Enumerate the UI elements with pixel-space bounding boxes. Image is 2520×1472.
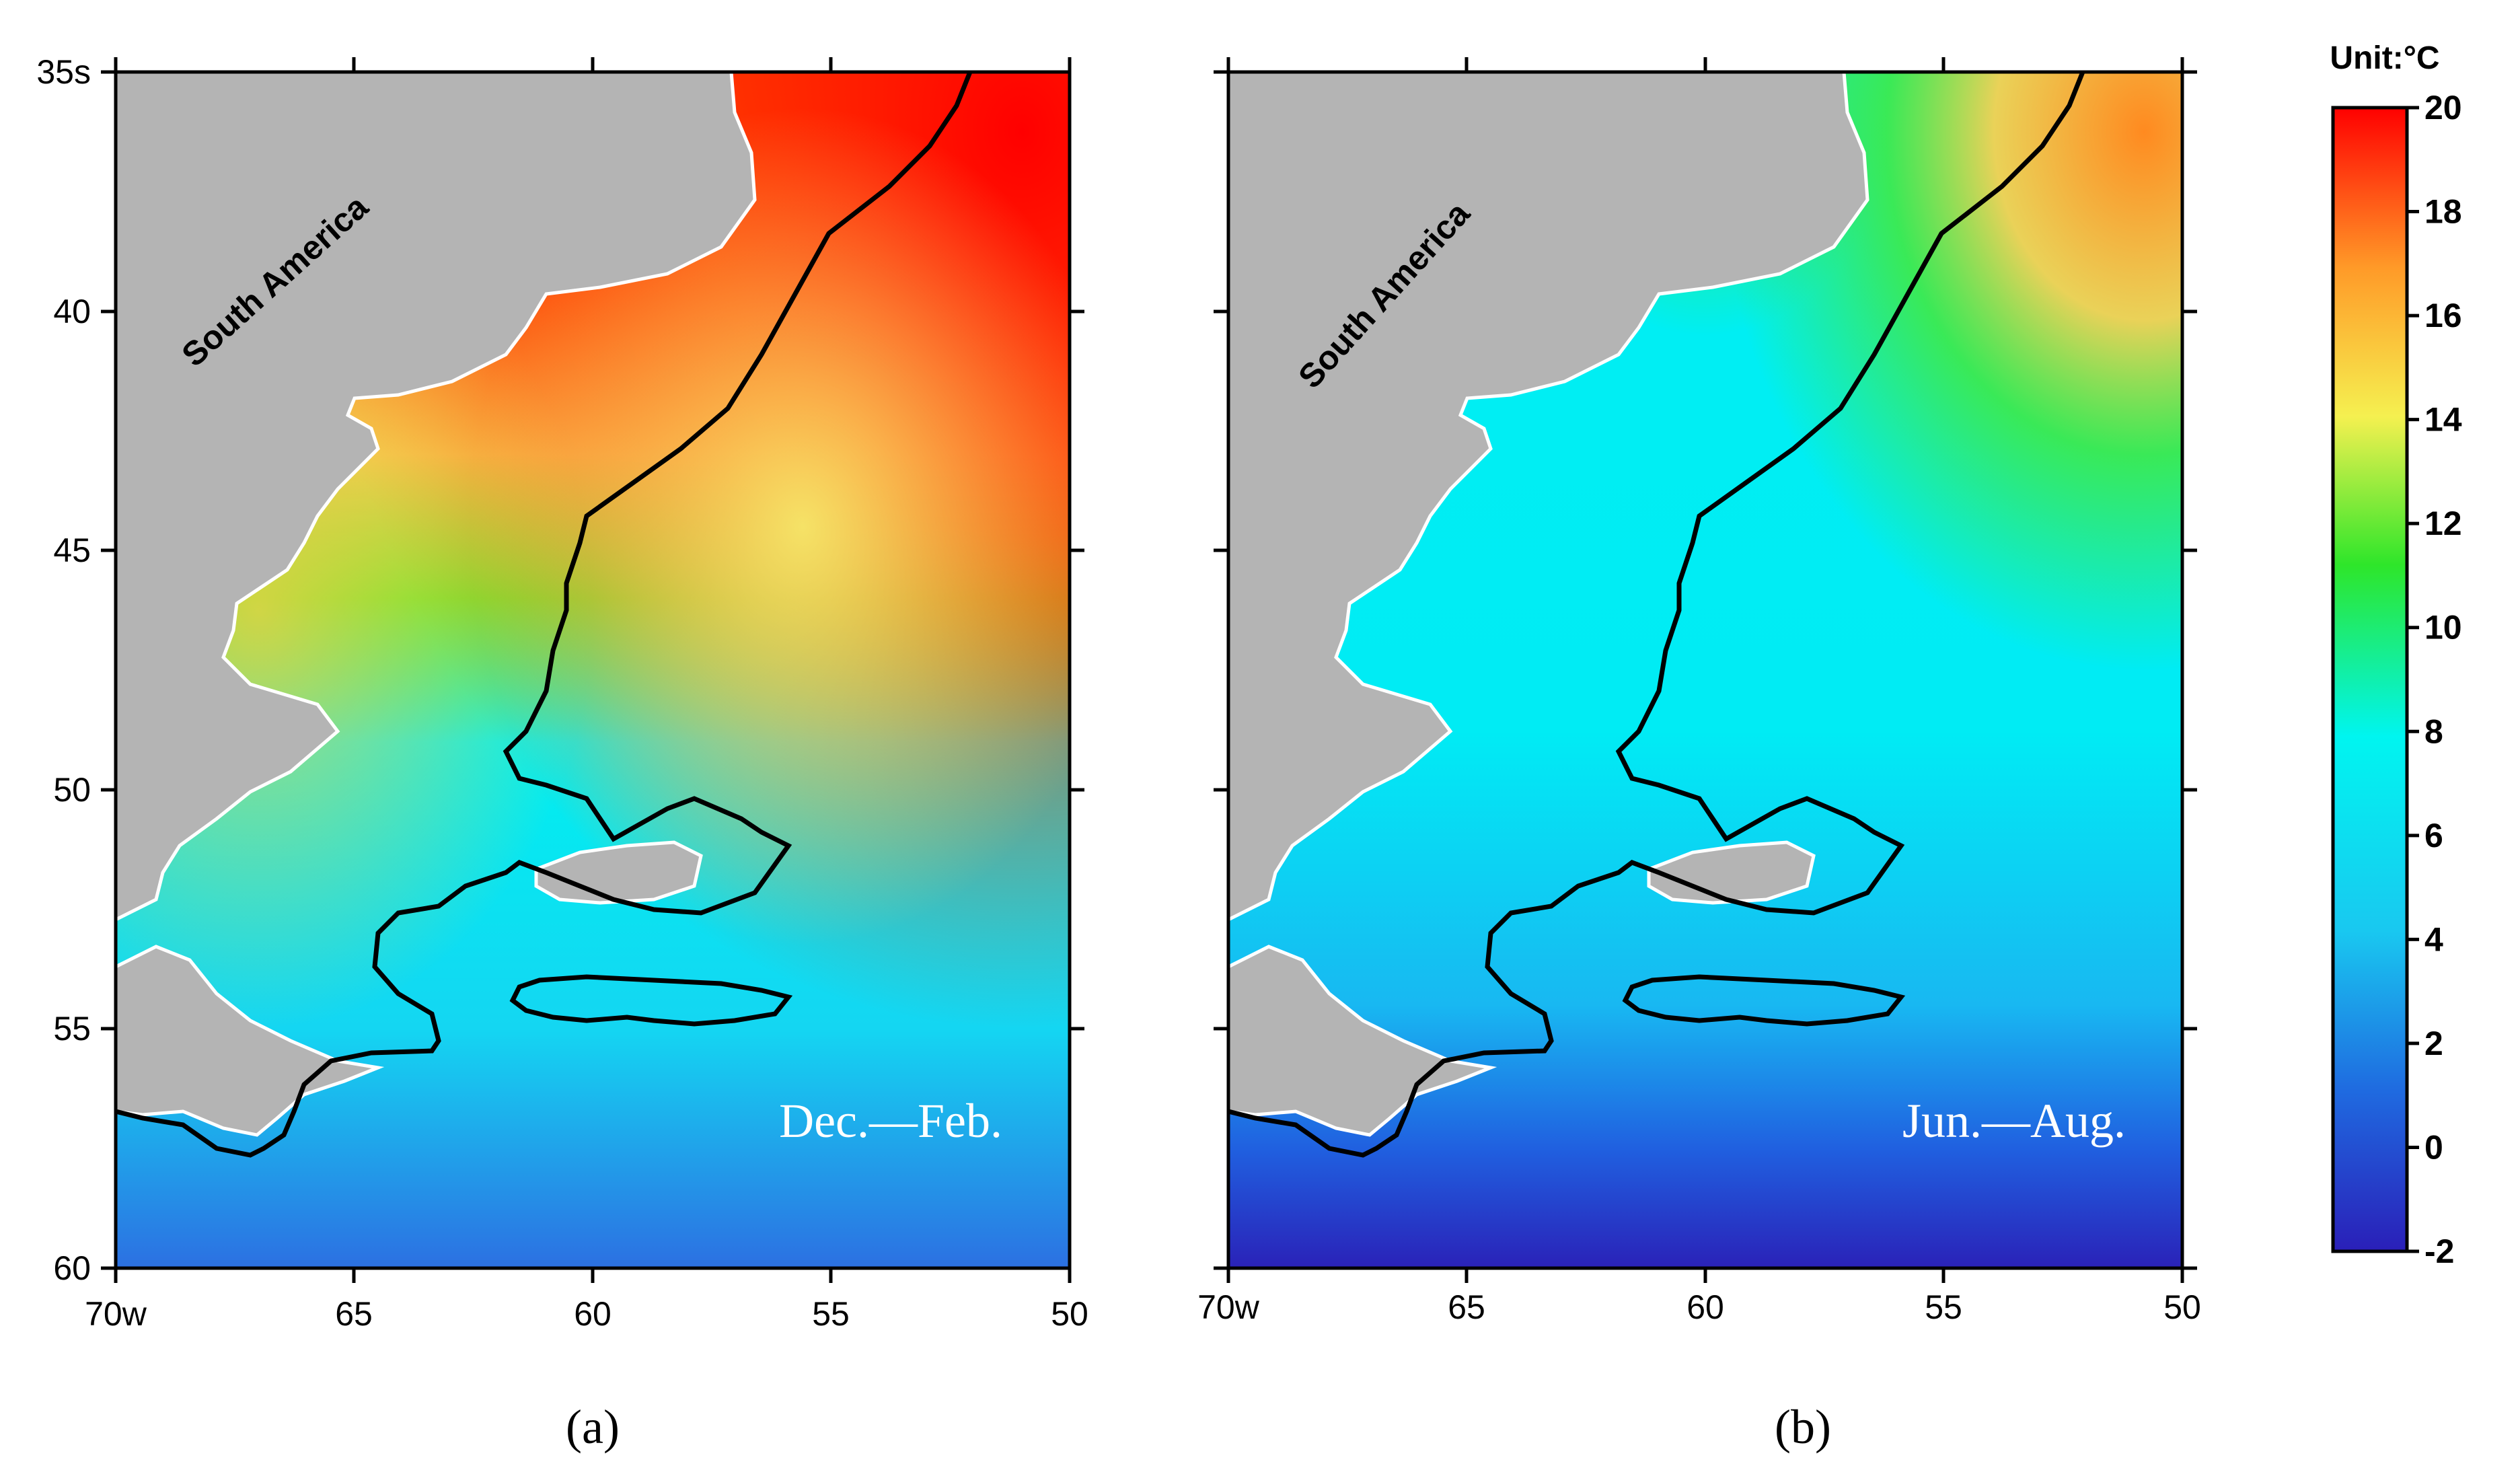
x-tick-b-3: 55	[1925, 1288, 1962, 1326]
colorbar-tick-label: 4	[2424, 920, 2443, 958]
panel-b: 70w 65 60 55 50 South America Jun.—Aug. …	[1197, 57, 2201, 1454]
x-tick-a-1: 65	[335, 1295, 373, 1333]
x-tick-b-2: 60	[1687, 1288, 1724, 1326]
colorbar-tick-label: 12	[2424, 505, 2462, 542]
x-tick-a-3: 55	[812, 1295, 850, 1333]
colorbar-tick-label: 10	[2424, 609, 2462, 647]
y-tick-a-5: 60	[53, 1249, 91, 1287]
x-tick-b-4: 50	[2163, 1288, 2201, 1326]
x-tick-a-2: 60	[574, 1295, 612, 1333]
x-tick-b-1: 65	[1448, 1288, 1485, 1326]
x-tick-a-0: 70w	[85, 1295, 147, 1333]
colorbar-tick-label: 14	[2424, 401, 2462, 439]
colorbar-tick-label: 0	[2424, 1128, 2443, 1166]
y-tick-a-0: 35s	[36, 53, 91, 91]
colorbar-tick-label: 8	[2424, 712, 2443, 750]
y-tick-a-4: 55	[53, 1010, 91, 1047]
panel-b-ticks	[1214, 57, 2197, 1283]
colorbar-tick-label: 6	[2424, 817, 2443, 854]
season-label-b: Jun.—Aug.	[1902, 1094, 2126, 1148]
colorbar-tick-label: -2	[2424, 1232, 2454, 1270]
colorbar-tick-label: 18	[2424, 193, 2462, 231]
colorbar-tick-label: 2	[2424, 1025, 2443, 1062]
colorbar-tick-label: 20	[2424, 89, 2462, 126]
panel-label-a: (a)	[566, 1400, 620, 1454]
panel-a: 70w 65 60 55 50 35s 40 45 50 55 60 South…	[36, 53, 1088, 1454]
y-tick-a-1: 40	[53, 293, 91, 330]
y-tick-a-3: 50	[53, 771, 91, 809]
panel-a-ticks	[101, 57, 1084, 1283]
panel-label-b: (b)	[1775, 1400, 1831, 1454]
x-tick-a-4: 50	[1051, 1295, 1088, 1333]
colorbar-title: Unit:°C	[2330, 40, 2439, 76]
y-tick-a-2: 45	[53, 531, 91, 569]
x-tick-b-0: 70w	[1197, 1288, 1260, 1326]
colorbar-tick-label: 16	[2424, 297, 2462, 334]
season-label-a: Dec.—Feb.	[779, 1094, 1002, 1148]
colorbar-scale	[2331, 106, 2409, 1253]
